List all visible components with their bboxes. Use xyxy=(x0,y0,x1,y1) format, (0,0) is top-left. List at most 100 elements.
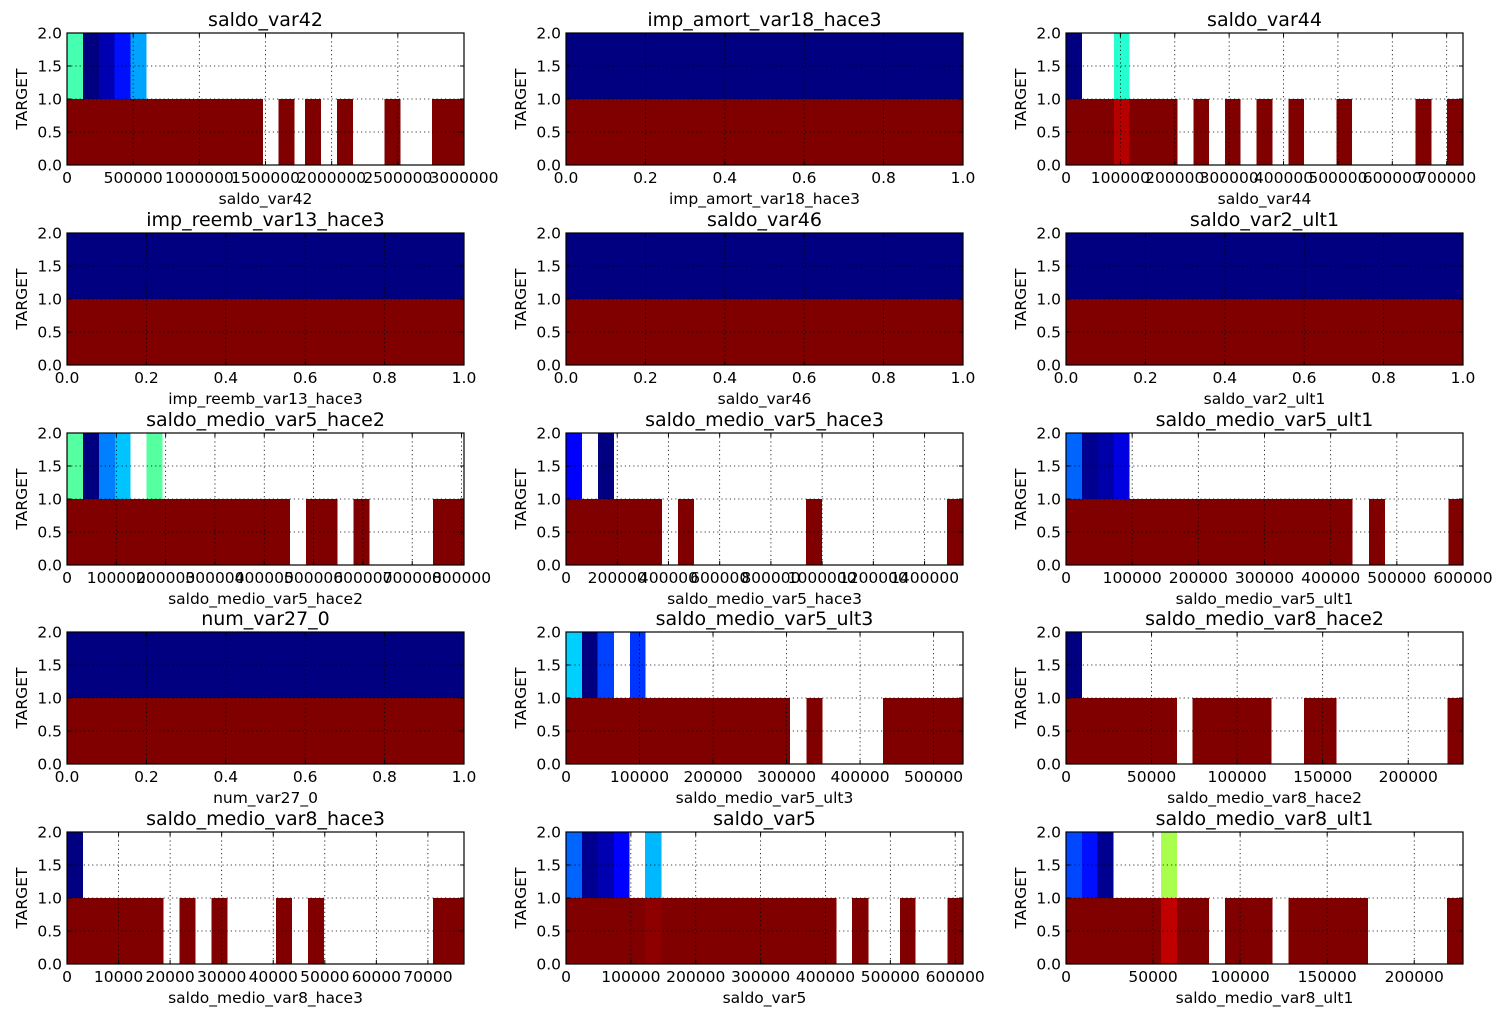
x-tick-label: 0.0 xyxy=(1054,369,1079,387)
subplot-4: 0.0 0.2 0.4 0.6 0.8 1.0 0.0 0.5 1.0 1.5 2.0 imp_ree… xyxy=(13,209,476,409)
x-tick-label: 100000 xyxy=(87,569,146,587)
x-tick-label: 100000 xyxy=(601,968,660,986)
x-tick-label: 1.0 xyxy=(452,768,477,786)
x-tick-label: 0.6 xyxy=(792,369,817,387)
subplot-13: 0 10000 20000 30000 40000 50000 60000 70000 0.0 0… xyxy=(13,808,465,1008)
heatmap-cell xyxy=(582,832,598,898)
heatmap-cell xyxy=(98,33,115,99)
heatmap-cell xyxy=(82,433,100,499)
y-tick-label: 1.0 xyxy=(536,91,561,109)
y-tick-label: 2.0 xyxy=(37,824,62,842)
y-tick-label: 1.5 xyxy=(1036,657,1061,675)
x-tick-label: 0.4 xyxy=(1212,369,1237,387)
y-tick-label: 2.0 xyxy=(37,624,62,642)
y-tick-label: 0.5 xyxy=(536,124,561,142)
y-tick-label: 1.5 xyxy=(1036,58,1061,76)
x-tick-label: 400000 xyxy=(639,569,698,587)
y-tick-label: 0.5 xyxy=(536,923,561,941)
heatmap-cell xyxy=(1129,99,1178,165)
heatmap-cell xyxy=(1161,832,1178,898)
y-tick-label: 2.0 xyxy=(37,425,62,443)
x-tick-label: 1400000 xyxy=(890,569,959,587)
heatmap-cell xyxy=(597,632,614,698)
y-tick-label: 0.0 xyxy=(37,157,62,175)
heatmap-cell xyxy=(1066,832,1082,898)
y-tick-label: 0.5 xyxy=(1036,524,1061,542)
y-tick-label: 1.0 xyxy=(1036,91,1061,109)
y-tick-label: 0.0 xyxy=(536,756,561,774)
heatmap-cell xyxy=(305,99,322,165)
x-tick-label: 500000 xyxy=(1308,169,1367,187)
heatmap-cell xyxy=(645,832,662,898)
x-tick-label: 400000 xyxy=(1254,169,1313,187)
y-tick-label: 1.0 xyxy=(536,890,561,908)
x-tick-label: 700000 xyxy=(1417,169,1476,187)
heatmap-cell xyxy=(1224,898,1273,964)
heatmap-cell xyxy=(67,33,83,99)
y-tick-label: 0.5 xyxy=(1036,324,1061,342)
x-tick-label: 1.0 xyxy=(452,369,477,387)
heatmap-cell xyxy=(433,898,464,964)
x-tick-label: 200000 xyxy=(1169,569,1228,587)
y-tick-label: 1.5 xyxy=(1036,258,1061,276)
y-axis-label: TARGET xyxy=(13,68,31,130)
x-tick-label: 100000 xyxy=(610,768,669,786)
x-tick-label: 300000 xyxy=(1200,169,1259,187)
x-tick-label: 0 xyxy=(62,569,72,587)
y-tick-label: 0.5 xyxy=(536,324,561,342)
heatmap-cell xyxy=(67,832,83,898)
x-tick-label: 0.4 xyxy=(213,369,238,387)
x-tick-label: 600000 xyxy=(926,968,985,986)
subplot-title: imp_amort_var18_hace3 xyxy=(647,9,881,31)
y-axis-label: TARGET xyxy=(1012,268,1030,330)
x-axis-label: saldo_var44 xyxy=(1218,190,1312,209)
heatmap-cell xyxy=(1447,898,1463,964)
x-axis-label: saldo_medio_var5_hace3 xyxy=(667,590,862,609)
subplot-title: saldo_medio_var5_ult1 xyxy=(1156,409,1374,431)
heatmap-cell xyxy=(146,433,163,499)
x-tick-label: 500000 xyxy=(861,968,920,986)
x-tick-label: 0.6 xyxy=(293,768,318,786)
x-tick-label: 600000 xyxy=(1363,169,1422,187)
x-tick-label: 50000 xyxy=(1127,768,1176,786)
heatmap-cell xyxy=(67,898,164,964)
y-tick-label: 2.0 xyxy=(1036,25,1061,43)
x-tick-label: 300000 xyxy=(731,968,790,986)
y-tick-label: 1.5 xyxy=(1036,458,1061,476)
y-tick-label: 0.0 xyxy=(536,357,561,375)
heatmap-cell xyxy=(1224,99,1241,165)
x-tick-label: 1500000 xyxy=(231,169,300,187)
x-tick-label: 0.0 xyxy=(554,169,579,187)
x-axis-label: saldo_var5 xyxy=(723,989,807,1008)
x-tick-label: 200000 xyxy=(666,968,725,986)
subplot-2: 0.0 0.2 0.4 0.6 0.8 1.0 0.0 0.5 1.0 1.5 2.0 imp_amo… xyxy=(512,9,975,209)
y-tick-label: 2.0 xyxy=(536,25,561,43)
y-tick-label: 2.0 xyxy=(536,425,561,443)
x-tick-label: 0.4 xyxy=(213,768,238,786)
y-tick-label: 1.0 xyxy=(37,491,62,509)
heatmap-cell xyxy=(947,898,963,964)
x-tick-label: 0 xyxy=(62,169,72,187)
y-tick-label: 2.0 xyxy=(1036,824,1061,842)
x-tick-label: 150000 xyxy=(1293,768,1352,786)
y-tick-label: 1.0 xyxy=(1036,690,1061,708)
heatmap-cell xyxy=(566,632,583,698)
subplot-title: saldo_var44 xyxy=(1207,9,1322,31)
heatmap-cell xyxy=(677,499,695,565)
heatmap-cell xyxy=(1066,33,1082,99)
y-tick-label: 1.0 xyxy=(536,690,561,708)
y-axis-label: TARGET xyxy=(512,468,530,530)
y-tick-label: 1.0 xyxy=(536,491,561,509)
x-tick-label: 500000 xyxy=(104,169,163,187)
y-tick-label: 0.5 xyxy=(536,524,561,542)
y-tick-label: 0.0 xyxy=(37,756,62,774)
y-tick-label: 1.0 xyxy=(37,291,62,309)
x-tick-label: 70000 xyxy=(403,968,452,986)
subplot-title: imp_reemb_var13_hace3 xyxy=(146,209,384,231)
subplot-title: saldo_medio_var8_hace3 xyxy=(146,808,385,830)
heatmap-cell xyxy=(661,898,837,964)
x-tick-label: 0.6 xyxy=(293,369,318,387)
heatmap-cell xyxy=(1066,433,1082,499)
x-tick-label: 0 xyxy=(1061,968,1071,986)
x-tick-label: 500000 xyxy=(904,768,963,786)
